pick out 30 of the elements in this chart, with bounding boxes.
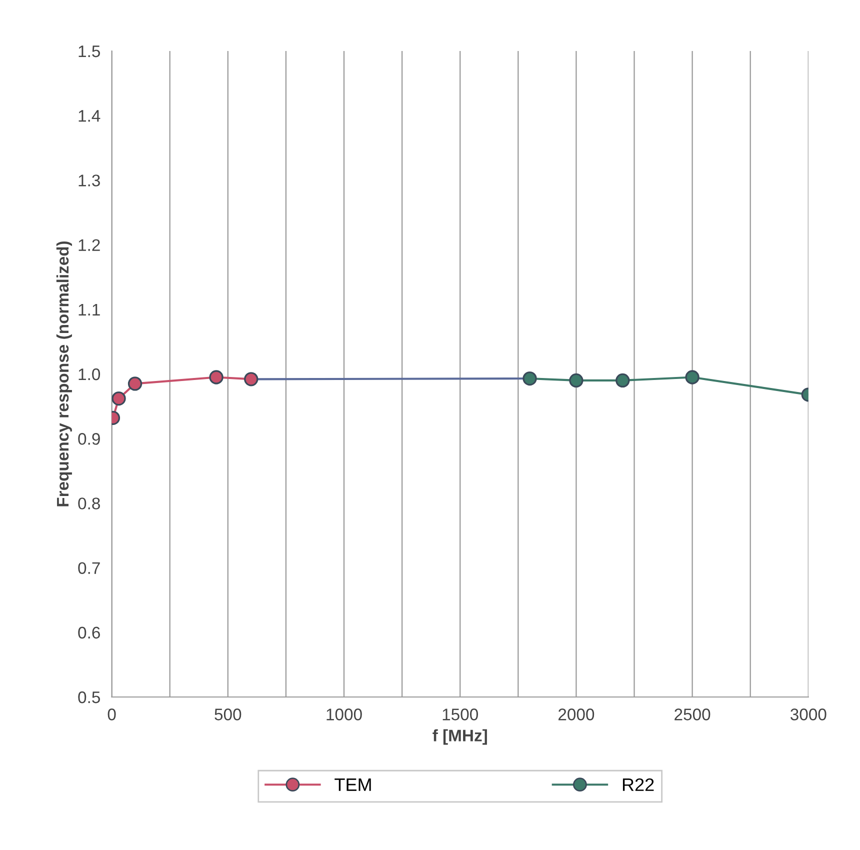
point xyxy=(128,376,142,391)
y-tick-label: 1.3 xyxy=(78,174,100,186)
y-tick-label: 0.6 xyxy=(78,626,100,639)
x-tick-label: 2500 xyxy=(674,708,710,720)
y-tick-label: 1.4 xyxy=(78,110,100,122)
point xyxy=(616,373,630,388)
y-tick-label: 0.9 xyxy=(78,433,100,445)
y-tick-label: 1.5 xyxy=(78,46,100,58)
point xyxy=(685,370,700,384)
point xyxy=(569,373,584,388)
y-tick-label: 0.7 xyxy=(78,562,100,574)
y-tick-label: 1.0 xyxy=(78,368,100,380)
x-tick-label: 3000 xyxy=(790,708,826,720)
y-tick-label: 0.5 xyxy=(78,691,100,704)
point xyxy=(209,370,224,384)
x-tick-label: 1000 xyxy=(326,708,362,720)
legend-label: TEM xyxy=(334,778,371,791)
point xyxy=(522,371,537,386)
x-tick-label: 500 xyxy=(214,708,242,720)
y-axis-title: Frequency response (normalized) xyxy=(56,241,72,506)
y-tick-label: 1.1 xyxy=(78,304,100,316)
legend-label: R22 xyxy=(622,778,654,791)
x-tick-label: 1500 xyxy=(442,708,478,720)
x-axis-title: f [MHz] xyxy=(432,729,487,745)
y-tick-label: 1.2 xyxy=(78,239,100,251)
x-tick-label: 0 xyxy=(108,708,116,720)
y-tick-label: 0.8 xyxy=(78,498,100,510)
x-tick-label: 2000 xyxy=(558,708,594,720)
point xyxy=(244,372,258,386)
point xyxy=(112,391,126,406)
